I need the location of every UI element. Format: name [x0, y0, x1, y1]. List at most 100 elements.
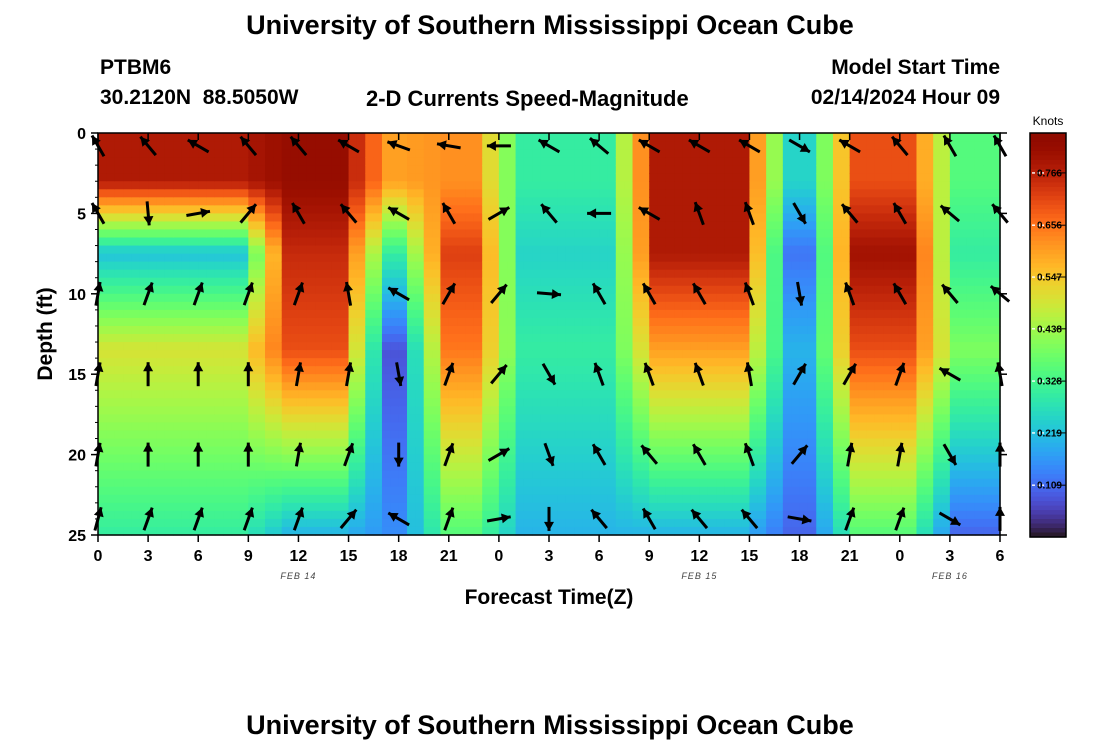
heatmap-cell	[131, 398, 141, 407]
heatmap-cell	[540, 221, 550, 231]
heatmap-cell	[782, 350, 792, 359]
heatmap-cell	[181, 334, 191, 343]
heatmap-cell	[924, 157, 934, 166]
heatmap-cell	[565, 358, 575, 367]
heatmap-cell	[599, 269, 609, 279]
heatmap-cell	[791, 478, 801, 488]
heatmap-cell	[265, 277, 274, 287]
heatmap-cell	[807, 229, 817, 239]
heatmap-cell	[599, 422, 609, 432]
heatmap-cell	[682, 253, 692, 263]
heatmap-cell	[707, 398, 717, 407]
heatmap-cell	[774, 293, 784, 303]
heatmap-cell	[340, 510, 350, 520]
heatmap-cell	[507, 502, 517, 512]
heatmap-cell	[281, 261, 291, 271]
heatmap-cell	[315, 438, 325, 448]
heatmap-cell	[791, 518, 801, 528]
heatmap-cell	[306, 438, 316, 448]
heatmap-cell	[690, 438, 700, 448]
heatmap-cell	[432, 478, 442, 488]
heatmap-cell	[540, 229, 550, 239]
heatmap-cell	[565, 277, 575, 287]
heatmap-cell	[632, 173, 642, 182]
heatmap-cell	[473, 398, 483, 407]
heatmap-cell	[114, 173, 124, 182]
heatmap-cell	[198, 438, 208, 448]
heatmap-cell	[866, 165, 876, 174]
heatmap-cell	[891, 221, 901, 231]
heatmap-cell	[532, 334, 542, 343]
heatmap-cell	[640, 269, 650, 279]
heatmap-cell	[707, 478, 717, 488]
heatmap-cell	[699, 350, 709, 359]
heatmap-cell	[732, 446, 742, 456]
heatmap-cell	[373, 213, 383, 223]
heatmap-cell	[164, 237, 174, 247]
heatmap-cell	[582, 502, 592, 512]
heatmap-cell	[649, 366, 659, 375]
heatmap-cell	[473, 494, 483, 504]
page-title: University of Southern Mississippi Ocean…	[246, 10, 854, 40]
heatmap-cell	[540, 406, 550, 415]
heatmap-cell	[515, 309, 525, 319]
heatmap-cell	[565, 309, 575, 319]
heatmap-cell	[281, 181, 291, 190]
heatmap-cell	[415, 334, 425, 343]
heatmap-cell	[223, 205, 233, 214]
heatmap-cell	[640, 301, 650, 311]
heatmap-cell	[632, 189, 642, 198]
heatmap-cell	[782, 301, 792, 311]
heatmap-cell	[373, 309, 383, 319]
heatmap-cell	[549, 157, 558, 166]
heatmap-cell	[741, 358, 751, 367]
heatmap-cell	[281, 165, 291, 174]
heatmap-cell	[899, 414, 909, 424]
heatmap-cell	[356, 261, 366, 271]
heatmap-cell	[323, 149, 333, 158]
heatmap-cell	[849, 133, 859, 142]
heatmap-cell	[473, 438, 483, 448]
heatmap-cell	[707, 317, 717, 327]
heatmap-cell	[724, 269, 734, 279]
heatmap-cell	[432, 277, 442, 287]
heatmap-cell	[540, 237, 550, 247]
heatmap-cell	[189, 462, 199, 472]
heatmap-cell	[482, 213, 492, 223]
heatmap-cell	[214, 502, 224, 512]
heatmap-cell	[448, 398, 458, 407]
heatmap-cell	[858, 277, 867, 287]
heatmap-cell	[824, 277, 834, 287]
heatmap-cell	[899, 237, 909, 247]
heatmap-cell	[440, 197, 450, 206]
heatmap-cell	[832, 382, 842, 391]
heatmap-cell	[281, 221, 291, 231]
heatmap-cell	[515, 502, 525, 512]
heatmap-cell	[690, 157, 700, 166]
heatmap-cell	[515, 213, 525, 223]
heatmap-cell	[549, 325, 558, 335]
heatmap-cell	[841, 398, 851, 407]
heatmap-cell	[114, 502, 124, 512]
heatmap-cell	[348, 470, 358, 480]
heatmap-cell	[682, 398, 692, 407]
heatmap-cell	[256, 486, 266, 496]
heatmap-cell	[540, 317, 550, 327]
heatmap-cell	[532, 478, 542, 488]
heatmap-cell	[615, 157, 625, 166]
heatmap-cell	[707, 205, 717, 214]
heatmap-cell	[448, 309, 458, 319]
heatmap-cell	[123, 269, 133, 279]
heatmap-cell	[381, 317, 391, 327]
heatmap-cell	[223, 269, 233, 279]
heatmap-cell	[248, 165, 258, 174]
heatmap-cell	[841, 229, 851, 239]
heatmap-cell	[908, 390, 918, 399]
heatmap-cell	[899, 301, 909, 311]
heatmap-cell	[407, 382, 416, 391]
heatmap-cell	[156, 165, 166, 174]
heatmap-cell	[724, 518, 734, 528]
heatmap-cell	[323, 253, 333, 263]
heatmap-cell	[331, 454, 341, 464]
heatmap-cell	[574, 390, 584, 399]
